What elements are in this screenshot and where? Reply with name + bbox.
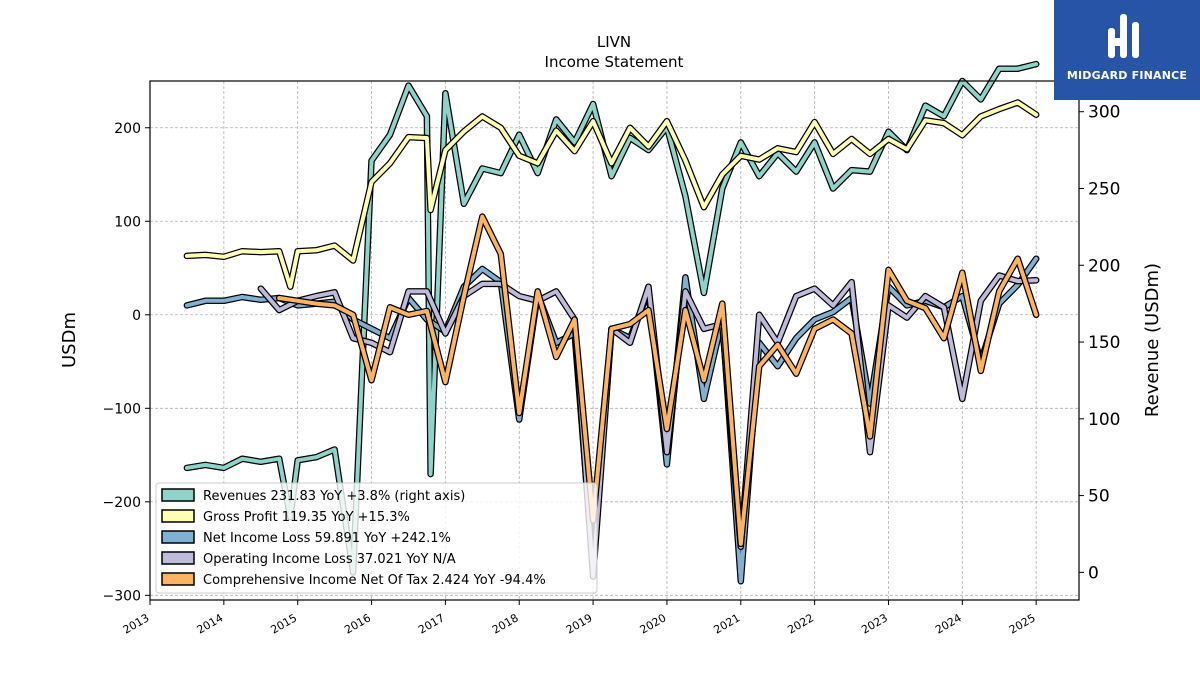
series-line	[258, 273, 1039, 579]
x-tick-label: 2022	[785, 611, 816, 636]
x-tick-label: 2013	[121, 611, 152, 636]
series-1	[183, 99, 1040, 290]
x-tick-label: 2014	[195, 611, 226, 636]
x-tick-label: 2021	[712, 611, 743, 636]
legend-swatch	[161, 488, 195, 502]
y-axis-label: USDm	[59, 312, 80, 368]
x-axis: 2013 2014 2015 2016 2017 2018 2019 2020 2021 2022…	[121, 600, 1038, 637]
legend-swatch	[161, 572, 195, 586]
y-tick-label: 0	[132, 308, 141, 324]
series-4	[275, 213, 1040, 548]
x-tick-label: 2019	[564, 611, 595, 636]
legend-box	[155, 482, 598, 594]
y2-tick-label: 250	[1088, 179, 1120, 199]
midgard-finance-logo: MIDGARD FINANCE	[1054, 0, 1200, 100]
x-tick-label: 2020	[638, 611, 669, 636]
y2-tick-label: 100	[1088, 410, 1120, 430]
plot-frame	[149, 80, 1080, 601]
y-tick-label: −100	[103, 401, 141, 417]
y2-tick-label: 300	[1088, 103, 1120, 123]
series-line	[184, 100, 1039, 289]
x-tick-label: 2015	[268, 611, 299, 636]
series-line-outline	[183, 99, 1040, 290]
x-tick-label: 2024	[933, 611, 964, 636]
legend-label: Revenues 231.83 YoY +3.8% (right axis)	[203, 489, 465, 504]
y2-axis-label: Revenue (USDm)	[1142, 263, 1163, 417]
legend-label: Operating Income Loss 37.021 YoY N/A	[203, 552, 456, 567]
y2-tick-label: 150	[1088, 333, 1120, 353]
chart-title: LIVN	[597, 33, 631, 51]
series-3	[257, 272, 1040, 580]
y2-tick-label: 200	[1088, 256, 1120, 276]
x-tick-label: 2018	[490, 611, 521, 636]
y2-tick-label: 50	[1088, 487, 1110, 507]
legend-label: Comprehensive Income Net Of Tax 2.424 Yo…	[203, 573, 546, 588]
y-tick-label: −200	[103, 495, 141, 511]
legend-swatch	[161, 551, 195, 565]
y-tick-label: −300	[103, 588, 141, 604]
legend-label: Gross Profit 119.35 YoY +15.3%	[203, 510, 410, 525]
left-axis: −300 −200 −100 0 100 200	[103, 121, 150, 604]
y2-tick-label: 0	[1088, 563, 1099, 583]
series-layer	[183, 60, 1040, 585]
logo-mark-icon	[1108, 14, 1139, 58]
x-tick-label: 2025	[1007, 611, 1038, 636]
right-axis: 0 50 100 150 200 250 300	[1079, 103, 1120, 583]
logo-text: MIDGARD FINANCE	[1066, 69, 1188, 82]
y-tick-label: 200	[114, 121, 141, 137]
legend: Revenues 231.83 YoY +3.8% (right axis) Gr…	[155, 482, 598, 594]
x-tick-label: 2017	[416, 611, 447, 636]
x-tick-label: 2016	[342, 611, 373, 636]
legend-swatch	[161, 530, 195, 544]
chart-subtitle: Income Statement	[545, 53, 684, 71]
series-line	[184, 62, 1039, 575]
series-0	[183, 60, 1040, 576]
y-tick-label: 100	[114, 214, 141, 230]
legend-label: Net Income Loss 59.891 YoY +242.1%	[203, 531, 451, 546]
series-line	[277, 214, 1039, 546]
x-tick-label: 2023	[859, 611, 890, 636]
legend-swatch	[161, 509, 195, 523]
